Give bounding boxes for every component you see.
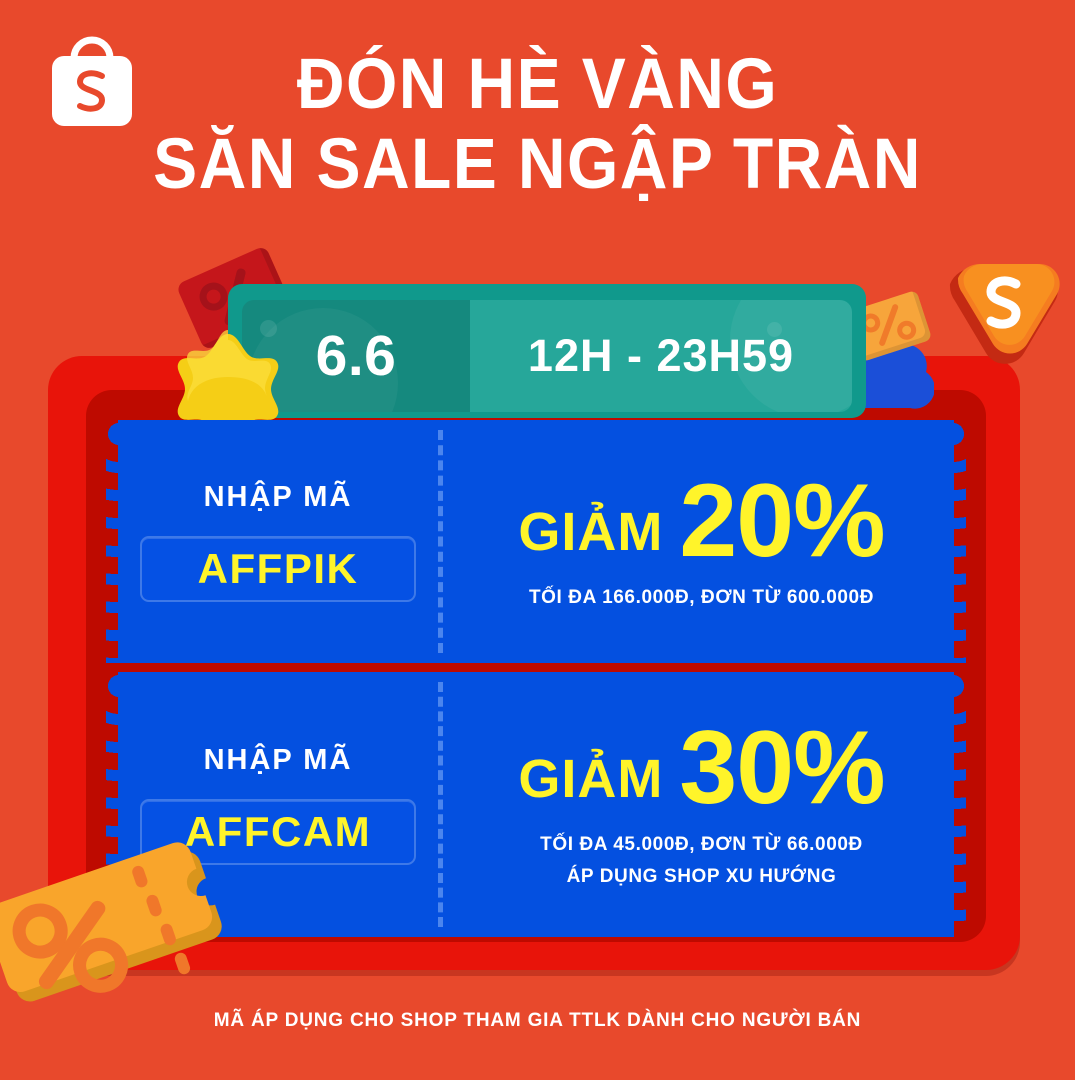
voucher-divider: [438, 682, 443, 927]
page-title: ĐÓN HÈ VÀNG SĂN SALE NGẬP TRÀN: [0, 48, 1075, 202]
voucher-discount-section: GIẢM 20% TỐI ĐA 166.000Đ, ĐƠN TỪ 600.000…: [443, 420, 954, 663]
event-date-section: 6.6: [242, 300, 470, 412]
voucher-divider: [438, 430, 443, 653]
headline-line-2: SĂN SALE NGẬP TRÀN: [153, 124, 922, 204]
voucher-terms: TỐI ĐA 166.000Đ, ĐƠN TỪ 600.000Đ: [528, 587, 875, 609]
voucher-code: AFFCAM: [184, 808, 372, 855]
discount-value: 20%: [679, 462, 885, 579]
event-time-range: 12H - 23H59: [527, 330, 795, 381]
voucher-code: AFFPIK: [197, 545, 359, 592]
voucher-code-section: NHẬP MÃ AFFPIK: [118, 420, 438, 663]
footer-note: MÃ ÁP DỤNG CHO SHOP THAM GIA TTLK DÀNH C…: [213, 1010, 862, 1031]
event-time-section: 12H - 23H59: [470, 300, 852, 412]
voucher-edge-left: [106, 420, 119, 663]
voucher-card[interactable]: NHẬP MÃ AFFCAM GIẢM 30% TỐI ĐA 45.000Đ, …: [106, 672, 966, 937]
enter-code-label: NHẬP MÃ: [203, 481, 353, 513]
shopee-s-badge-icon: [928, 250, 1064, 376]
voucher-terms-secondary: ÁP DỤNG SHOP XU HƯỚNG: [566, 866, 837, 888]
discount-value: 30%: [679, 709, 885, 826]
discount-row: GIẢM 30%: [518, 709, 885, 826]
voucher-edge-right: [953, 420, 966, 663]
event-date: 6.6: [315, 324, 397, 388]
star-splat-icon: [168, 330, 290, 448]
discount-word: GIẢM: [518, 502, 664, 563]
voucher-card[interactable]: NHẬP MÃ AFFPIK GIẢM 20% TỐI ĐA 166.000Đ,…: [106, 420, 966, 663]
voucher-edge-right: [953, 672, 966, 937]
percent-coupon-icon: [0, 823, 249, 1064]
voucher-code-box[interactable]: AFFPIK: [140, 536, 416, 602]
discount-row: GIẢM 20%: [518, 462, 885, 579]
voucher-terms: TỐI ĐA 45.000Đ, ĐƠN TỪ 66.000Đ: [540, 834, 863, 856]
enter-code-label: NHẬP MÃ: [203, 744, 353, 776]
event-bar: 6.6 12H - 23H59: [242, 300, 852, 412]
shopee-bag-icon: [44, 28, 140, 132]
voucher-code-section: NHẬP MÃ AFFCAM: [118, 672, 438, 937]
headline-line-1: ĐÓN HÈ VÀNG: [296, 45, 779, 124]
discount-word: GIẢM: [518, 749, 664, 810]
voucher-discount-section: GIẢM 30% TỐI ĐA 45.000Đ, ĐƠN TỪ 66.000Đ …: [443, 672, 954, 937]
